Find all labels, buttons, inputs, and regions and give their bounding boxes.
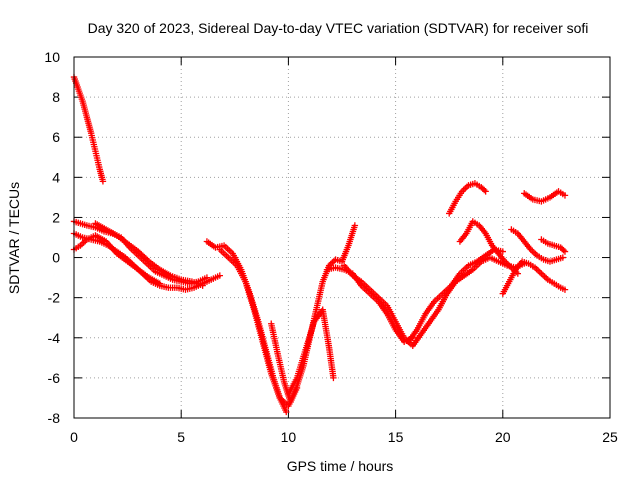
tick-labels-layer: 0 5 10 15 20 25 -8 -6 -4 -2 0 2 4 6 8 10 bbox=[44, 49, 618, 445]
series-arc-15 bbox=[499, 258, 569, 297]
plot-frame bbox=[73, 56, 611, 419]
data-point-marker bbox=[330, 374, 337, 382]
y-tick-label: 2 bbox=[52, 209, 60, 225]
series-arc-9 bbox=[285, 306, 337, 398]
x-tick-label: 15 bbox=[388, 429, 404, 445]
y-tick-label: -8 bbox=[48, 410, 61, 426]
y-tick-label: 10 bbox=[44, 49, 60, 65]
data-point-marker bbox=[283, 408, 290, 416]
data-point-marker bbox=[560, 247, 567, 254]
y-tick-label: 4 bbox=[52, 169, 60, 185]
series-arc-13 bbox=[446, 180, 489, 217]
series-arc-5 bbox=[92, 220, 206, 289]
y-tick-label: 6 bbox=[52, 129, 60, 145]
x-axis-label: GPS time / hours bbox=[287, 458, 394, 474]
data-point-marker bbox=[156, 280, 163, 287]
y-tick-label: -2 bbox=[48, 290, 61, 306]
series-arc-12 bbox=[405, 246, 506, 345]
data-point-marker bbox=[199, 282, 206, 289]
y-tick-label: -6 bbox=[48, 370, 61, 386]
series-arc-4 bbox=[70, 232, 163, 287]
x-tick-label: 20 bbox=[495, 429, 511, 445]
series-arc-14 bbox=[456, 218, 522, 277]
data-point-marker bbox=[481, 186, 488, 194]
series-arc-17 bbox=[521, 188, 569, 205]
data-point-marker bbox=[482, 188, 489, 195]
y-tick-label: -4 bbox=[48, 330, 61, 346]
data-point-marker bbox=[561, 192, 569, 199]
data-point-marker bbox=[351, 222, 359, 229]
series-arc-16 bbox=[508, 226, 567, 265]
data-layer bbox=[70, 73, 569, 416]
data-point-marker bbox=[216, 272, 223, 279]
data-point-marker bbox=[99, 178, 107, 185]
chart-title: Day 320 of 2023, Sidereal Day-to-day VTE… bbox=[88, 20, 589, 36]
x-tick-label: 25 bbox=[602, 429, 618, 445]
x-tick-label: 10 bbox=[281, 429, 297, 445]
series-arc-18 bbox=[538, 236, 569, 255]
x-tick-label: 5 bbox=[177, 429, 185, 445]
series-arc-1 bbox=[70, 73, 107, 185]
data-point-marker bbox=[561, 248, 569, 255]
x-tick-label: 0 bbox=[70, 429, 78, 445]
data-point-marker bbox=[559, 254, 567, 261]
data-point-marker bbox=[561, 286, 569, 293]
y-tick-label: 8 bbox=[52, 89, 60, 105]
y-axis-label: SDTVAR / TECUs bbox=[6, 182, 22, 294]
grid-layer bbox=[74, 57, 610, 418]
y-tick-label: 0 bbox=[52, 250, 60, 266]
data-point-marker bbox=[499, 248, 506, 255]
